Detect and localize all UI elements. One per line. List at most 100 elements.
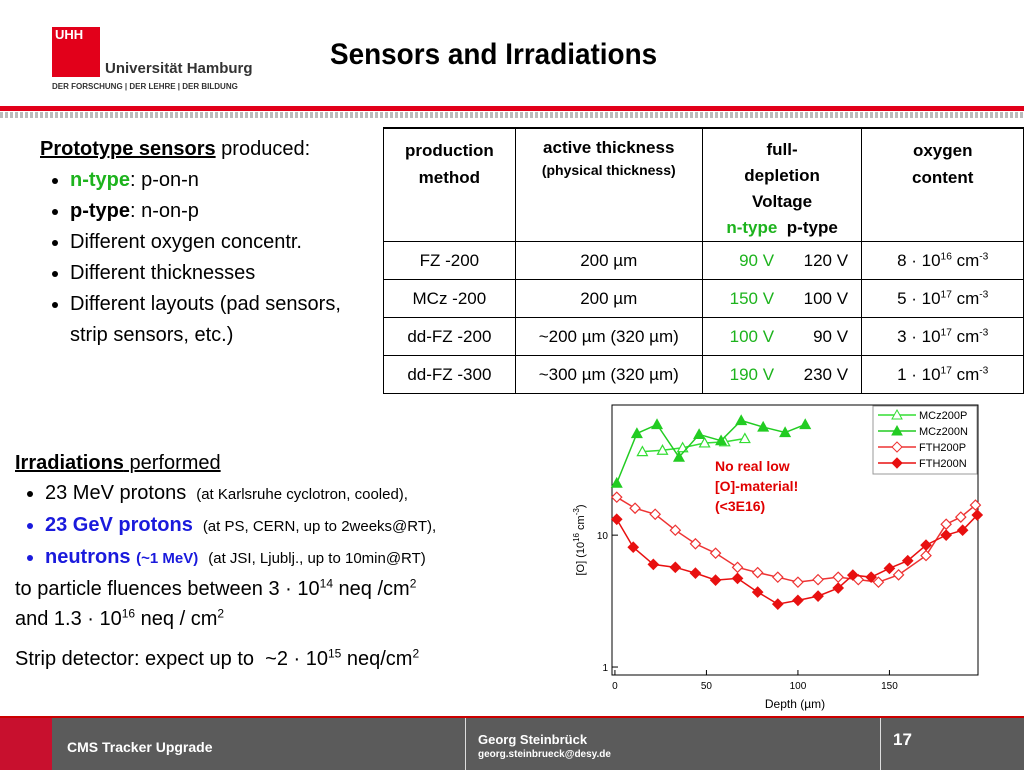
irradiation-list: 23 MeV protons (at Karlsruhe cyclotron, c… [15, 478, 535, 574]
annotation: No real low [715, 458, 790, 474]
oxygen-chart: Depth (µm) 0 50 100 150 1 10 MCz200P MCz200N FTH… [572, 404, 984, 711]
data-point [610, 491, 623, 504]
data-point [792, 594, 804, 607]
data-point [971, 509, 984, 521]
ptype-voltage: 230 V [803, 364, 849, 384]
header-sub: (physical thickness) [541, 162, 676, 178]
particle: 23 GeV protons [45, 514, 193, 536]
x-tick-label: 0 [612, 681, 618, 692]
method-cell: MCz -200 [383, 279, 516, 318]
method-cell: dd-FZ -200 [383, 317, 516, 356]
text: cm [951, 288, 980, 308]
ptype-voltage: 120 V [803, 250, 849, 270]
data-point [812, 590, 824, 602]
data-point [872, 576, 885, 589]
prototype-item: n-type: p-on-n [70, 165, 380, 196]
data-point [883, 562, 896, 575]
note: (at Karlsruhe cyclotron, cooled), [196, 486, 408, 503]
university: Universität Hamburg [105, 60, 253, 77]
slide-title: Sensors and Irradiations [330, 38, 658, 71]
motto: DER FORSCHUNG | DER LEHRE | DER BILDUNG [52, 82, 238, 91]
fluence-line: and 1.3 · 1016 neq / cm2 [15, 604, 535, 634]
data-point [709, 574, 722, 586]
table-header: production method active thickness (physi… [383, 128, 1024, 242]
data-point [649, 508, 662, 521]
ntype-voltage: 100 V [729, 326, 775, 346]
data-point [629, 502, 641, 515]
header-cell: active thickness (physical thickness) [514, 128, 703, 242]
data-point [698, 436, 711, 448]
data-point [901, 554, 914, 567]
thickness-cell: 200 µm [514, 279, 703, 318]
voltage-cell: 150 V 100 V [701, 279, 863, 318]
x-axis-label: Depth (µm) [765, 697, 825, 711]
data-point [799, 418, 812, 430]
irradiation-item: 23 MeV protons (at Karlsruhe cyclotron, c… [45, 478, 535, 510]
oxygen-cell: 8 · 1016 cm-3 [861, 241, 1024, 280]
text: cm [951, 326, 980, 346]
header-rule [0, 106, 1024, 111]
particle: neutrons [45, 546, 131, 568]
footer-email: georg.steinbrueck@desy.de [478, 749, 611, 760]
particle: 23 MeV protons [45, 482, 187, 504]
exp: -3 [979, 364, 989, 376]
header-cell: full-depletion Voltage n-type p-type [701, 128, 863, 242]
y-tick-label: 10 [597, 531, 609, 542]
heading-rest: performed [123, 452, 221, 474]
text: and 1.3 · 10 [15, 608, 122, 630]
text: 3 · 10 [897, 326, 941, 346]
legend-marker [891, 408, 903, 420]
header-text: full-depletion Voltage [744, 140, 820, 211]
text: neq / cm [135, 608, 218, 630]
data-point [969, 499, 982, 511]
table-row: MCz -200 200 µm 150 V 100 V 5 · 1017 cm-3 [383, 279, 1024, 318]
text: [O] (10 [575, 542, 587, 576]
data-point [610, 513, 623, 526]
text: ) [575, 504, 587, 508]
legend-marker [891, 441, 903, 453]
x-tick-label: 100 [790, 681, 807, 692]
strip-line: Strip detector: expect up to ~2 · 1015 n… [15, 644, 535, 674]
text: cm [951, 250, 980, 270]
note: (at PS, CERN, up to 2weeks@RT), [202, 518, 437, 535]
data-point [650, 418, 664, 430]
data-point [920, 539, 932, 551]
ptype-label: p-type [786, 218, 838, 237]
text: cm [951, 364, 980, 384]
data-point [636, 445, 649, 457]
legend-marker [891, 457, 903, 469]
data-point [779, 426, 792, 438]
exp: -3 [979, 326, 989, 338]
legend-marker [891, 424, 903, 436]
data-point [610, 476, 623, 488]
exp: 2 [217, 606, 225, 621]
y-tick-label: 1 [602, 663, 608, 674]
ptype-voltage: 100 V [803, 288, 849, 308]
oxygen-cell: 5 · 1017 cm-3 [861, 279, 1024, 318]
ntype-voltage: 190 V [729, 364, 775, 384]
data-point [920, 549, 932, 562]
logo-mark: UHH [52, 27, 100, 77]
table-row: FZ -200 200 µm 90 V 120 V 8 · 1016 cm-3 [383, 241, 1024, 280]
heading: Prototype sensors [40, 138, 216, 160]
text: to particle fluences between 3 · 10 [15, 578, 320, 600]
note: (at JSI, Ljublj., up to 10min@RT) [208, 550, 426, 567]
legend-label: MCz200P [919, 410, 967, 422]
data-point [792, 576, 804, 589]
item-text: : p-on-n [130, 169, 199, 191]
sensor-table: production method active thickness (physi… [383, 127, 1024, 394]
prototype-heading: Prototype sensors produced: [40, 134, 380, 165]
irradiation-item: neutrons (~1 MeV) (at JSI, Ljublj., up to… [45, 542, 535, 574]
data-point [731, 572, 744, 585]
series-line [616, 419, 806, 484]
oxygen-cell: 3 · 1017 cm-3 [861, 317, 1024, 356]
data-point [735, 414, 748, 426]
page-number: 17 [893, 730, 912, 749]
data-point [954, 511, 967, 523]
data-point [940, 529, 953, 541]
legend-label: MCz200N [919, 426, 968, 438]
data-point [689, 567, 702, 579]
exp: 2 [412, 646, 420, 661]
ptype-voltage: 90 V [813, 326, 849, 346]
